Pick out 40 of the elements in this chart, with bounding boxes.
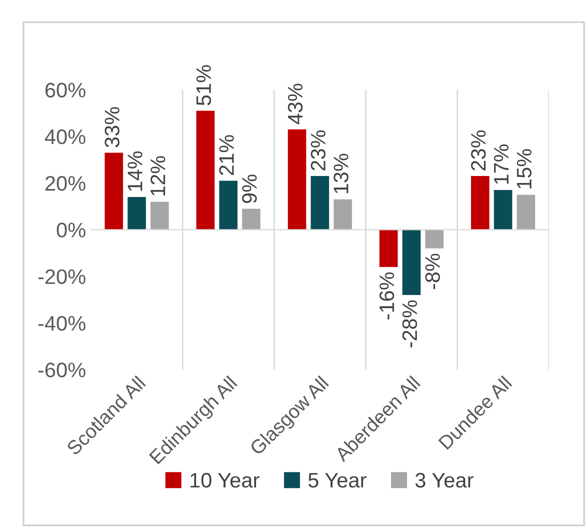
bar <box>379 230 398 267</box>
bar <box>150 202 169 230</box>
y-tick-label: 0% <box>56 222 86 238</box>
legend-label: 3 Year <box>415 472 474 488</box>
bar <box>425 230 444 248</box>
data-label: 21% <box>219 135 234 175</box>
y-tick-label: -20% <box>38 269 86 284</box>
data-label: 15% <box>516 149 532 188</box>
bar <box>516 194 536 230</box>
bar <box>334 199 352 230</box>
bar <box>310 176 330 230</box>
bar <box>288 129 306 230</box>
y-tick-label: -40% <box>38 316 86 331</box>
bar <box>219 180 238 230</box>
bar <box>471 176 490 230</box>
legend-label: 5 Year <box>308 473 366 488</box>
data-label: 23% <box>471 130 486 170</box>
y-tick-label: 60% <box>45 82 86 98</box>
data-label: 33% <box>104 107 120 148</box>
bar <box>104 152 124 230</box>
y-tick-label: 40% <box>44 129 86 144</box>
data-label: -8% <box>425 254 440 290</box>
bar <box>242 208 260 230</box>
bar <box>128 197 146 230</box>
data-label: 12% <box>150 156 166 196</box>
data-label: 43% <box>288 84 303 124</box>
data-label: 13% <box>334 154 348 194</box>
data-label: 9% <box>242 174 257 204</box>
y-tick-label: -60% <box>38 362 86 378</box>
data-label: -28% <box>402 300 418 348</box>
data-label: 51% <box>196 65 212 106</box>
bar <box>196 110 215 230</box>
bar <box>494 190 512 230</box>
data-label: 14% <box>128 151 142 191</box>
data-label: 23% <box>310 130 326 170</box>
y-tick-label: 20% <box>45 176 86 191</box>
data-label: -16% <box>379 272 394 320</box>
data-label: 17% <box>494 144 509 184</box>
bar <box>402 230 421 295</box>
legend-label: 10 Year <box>190 472 260 488</box>
